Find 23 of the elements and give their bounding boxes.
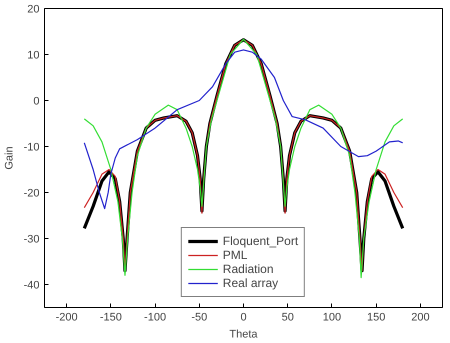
x-tick-label: 50	[282, 312, 294, 324]
x-tick-label: -150	[100, 312, 122, 324]
y-axis-title: Gain	[4, 146, 16, 170]
legend-label: PML	[222, 248, 248, 262]
x-tick-label: 200	[411, 312, 430, 324]
y-tick-label: 10	[27, 50, 40, 62]
y-tick-label: -30	[24, 234, 40, 246]
legend-label: Radiation	[222, 262, 274, 276]
y-tick-label: -20	[24, 188, 40, 200]
line-series	[84, 49, 404, 210]
y-tick-label: 20	[27, 4, 40, 16]
y-tick-label: 0	[33, 96, 40, 108]
x-tick-label: 100	[322, 312, 342, 324]
legend-label: Floquent_Port	[222, 234, 298, 248]
x-axis-title: Theta	[229, 328, 258, 340]
x-tick-label: 150	[366, 312, 386, 324]
x-tick-label: -100	[144, 312, 166, 324]
x-tick-label: -200	[56, 312, 78, 324]
x-tick-label: 0	[240, 312, 247, 324]
legend-label: Real array	[222, 276, 278, 290]
x-tick-label: -50	[191, 312, 208, 324]
y-tick-label: -40	[24, 280, 40, 292]
y-tick-label: -10	[24, 142, 40, 154]
